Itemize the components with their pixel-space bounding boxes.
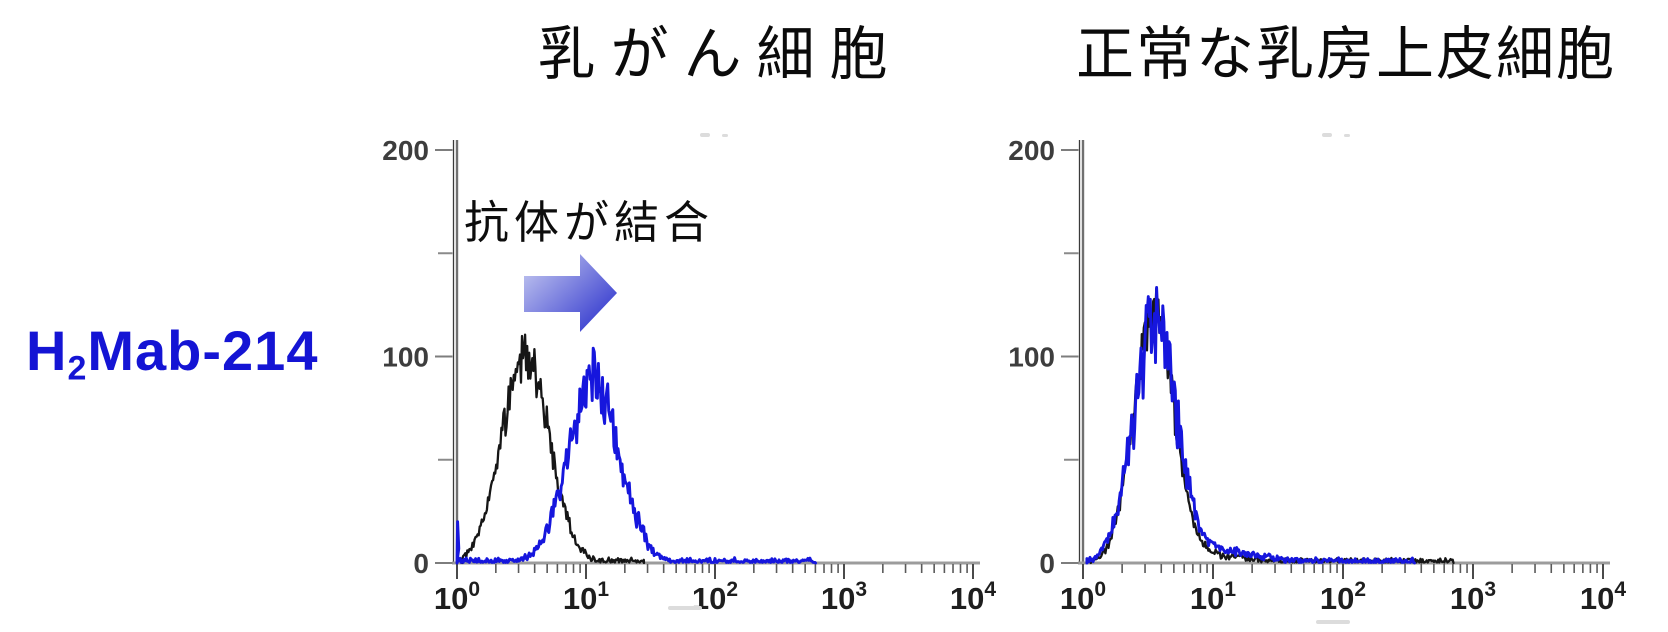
chart-title-normal-epithelial-cells: 正常な乳房上皮細胞 [1075,22,1616,87]
y-tick-label: 0 [1039,548,1055,579]
artifact-smudge [700,133,710,137]
x-tick-label: 101 [563,578,609,616]
x-tick-label: 100 [434,578,480,616]
x-tick-label: 102 [692,578,738,616]
artifact-smudge [1322,133,1332,137]
chart-title-breast-cancer-cells: 乳がん細胞 [537,22,903,87]
histogram-trace-H2Mab-214 [455,346,818,565]
x-tick-label: 104 [1580,578,1626,616]
artifact-smudge [668,606,702,610]
artifact-smudge [722,134,728,137]
x-tick-label: 104 [950,578,996,616]
x-tick-label: 100 [1060,578,1106,616]
y-tick-label: 200 [382,135,429,166]
antibody-name-label: H2Mab-214 [26,318,319,386]
artifact-smudge [1316,620,1350,624]
antibody-name-subscript: 2 [67,349,88,388]
histogram-trace-negative-control [461,333,646,565]
x-tick-label: 101 [1190,578,1236,616]
histogram-trace-H2Mab-214 [1085,286,1416,565]
x-tick-label: 103 [1450,578,1496,616]
x-tick-label: 103 [821,578,867,616]
y-tick-label: 100 [1008,342,1055,373]
antibody-name-prefix: H [26,319,68,382]
y-tick-label: 200 [1008,135,1055,166]
antibody-binding-annotation: 抗体が結合 [464,197,715,248]
x-tick-label: 102 [1320,578,1366,616]
y-tick-label: 0 [413,548,429,579]
antibody-name-suffix: Mab-214 [87,319,319,382]
y-tick-label: 100 [382,342,429,373]
shift-right-arrow-icon [524,254,617,332]
artifact-smudge [1344,134,1350,137]
